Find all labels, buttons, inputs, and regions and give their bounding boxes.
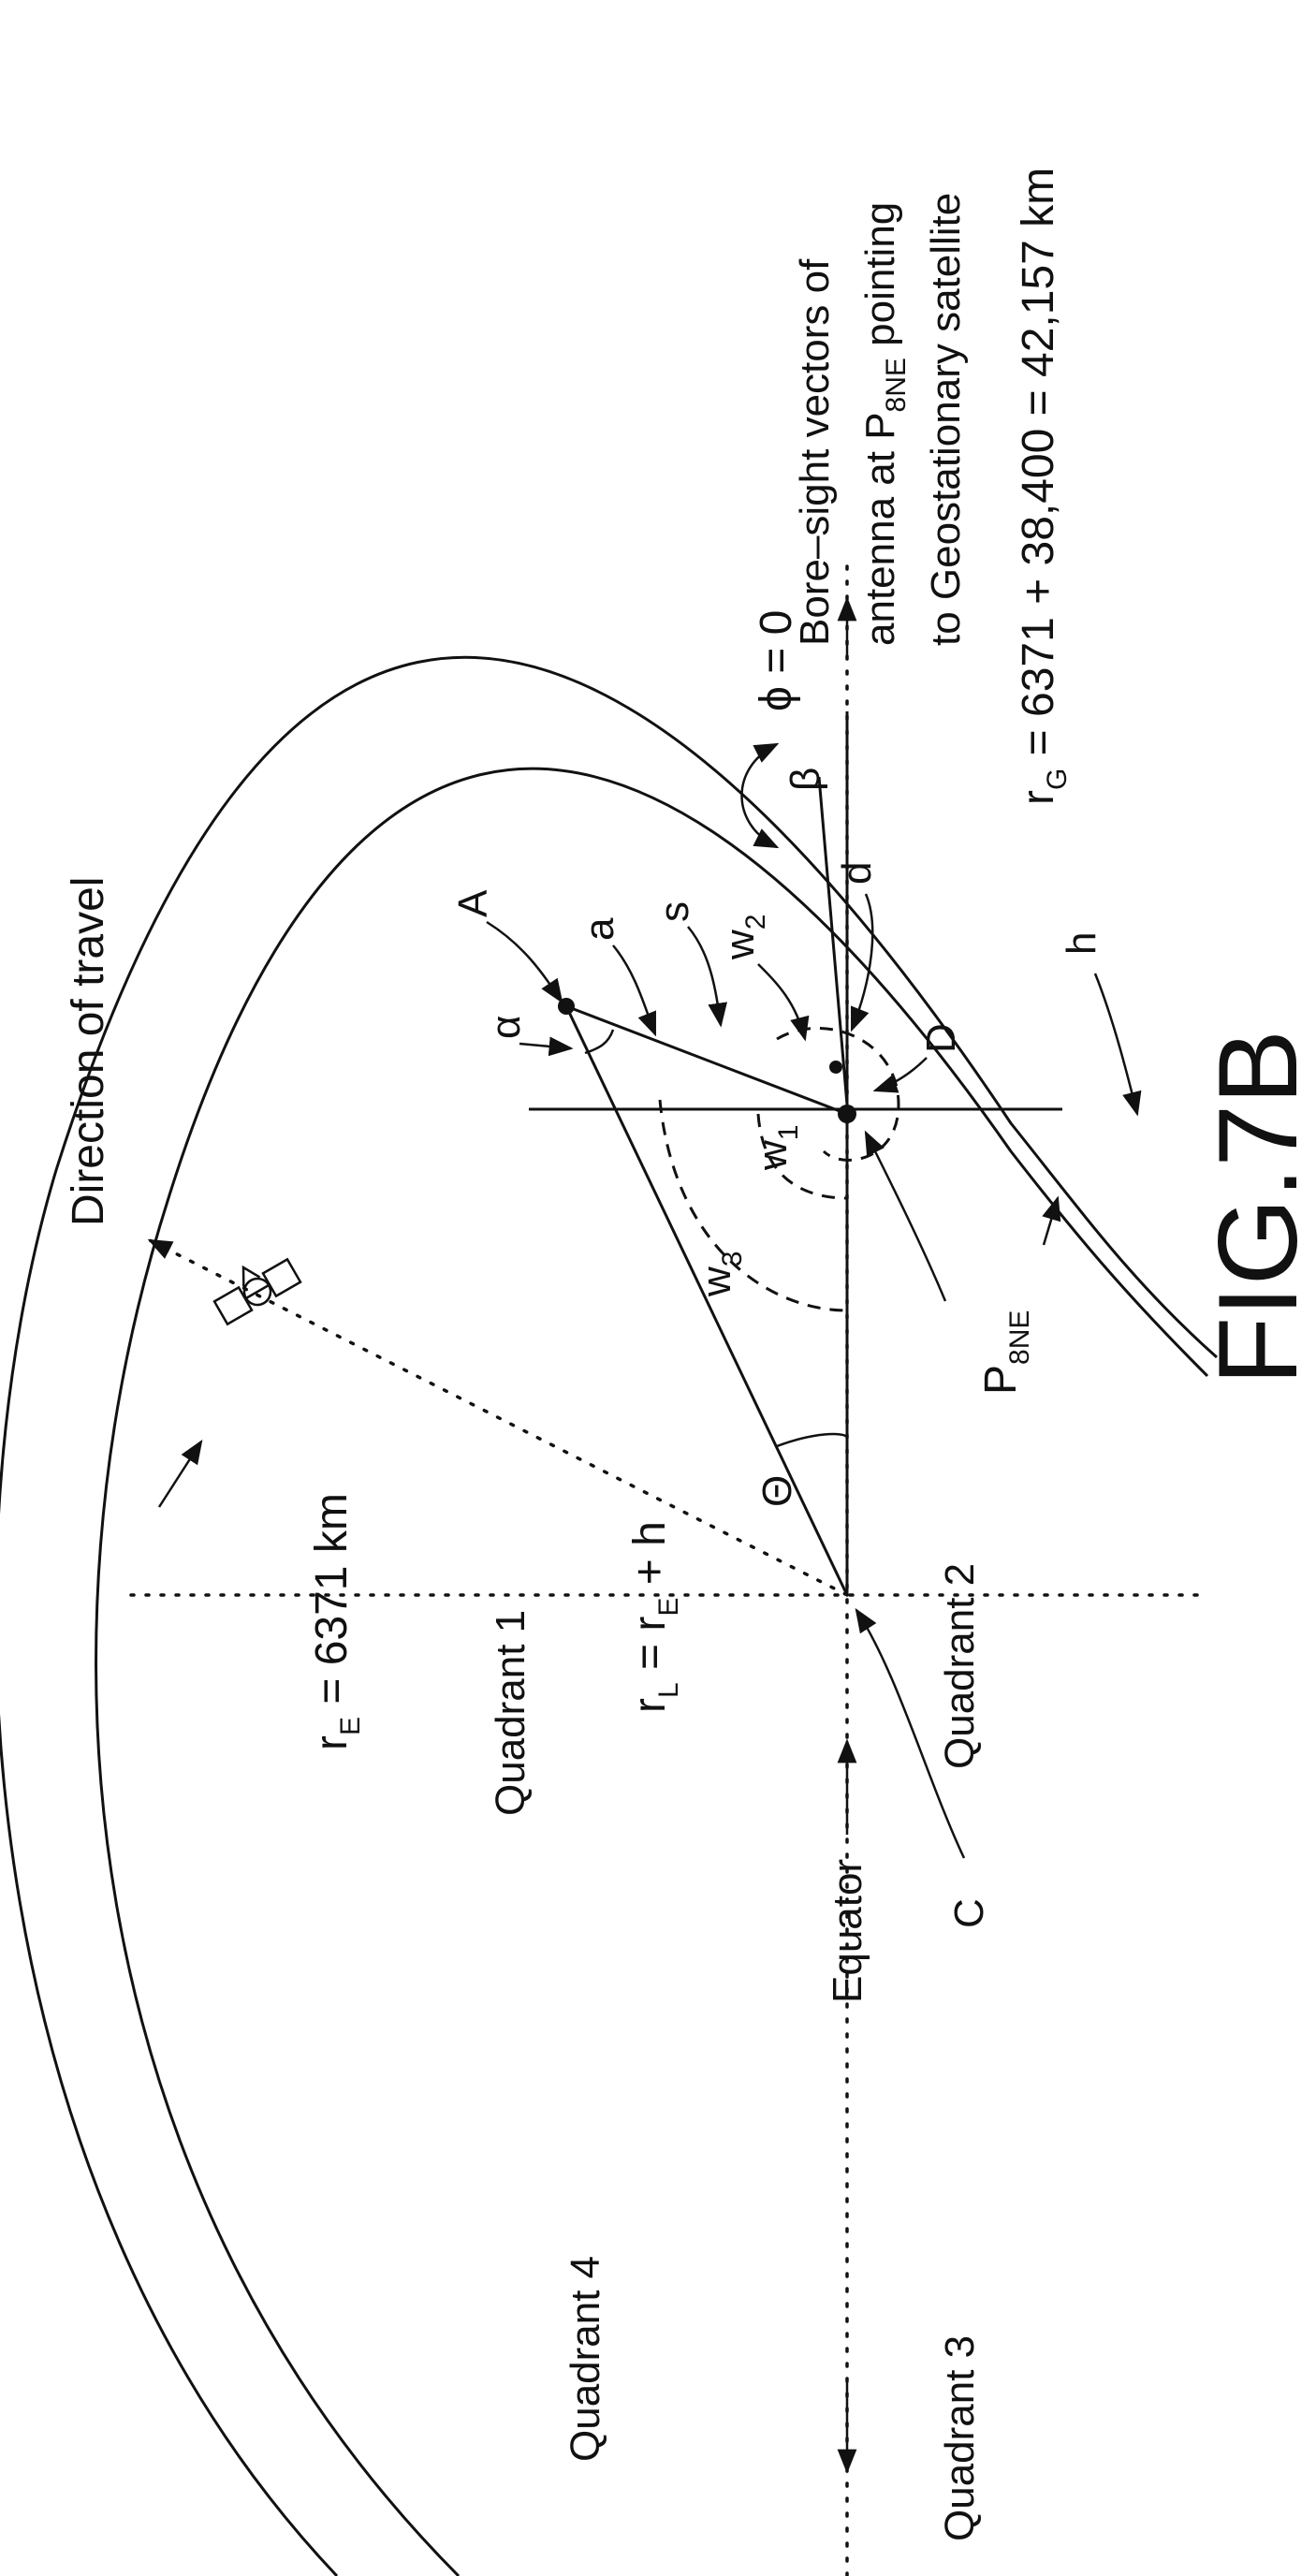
label-alpha: α [483,1016,529,1039]
label-point-a: a [577,917,622,941]
svg-text:rG = 6371 + 38,400 = 42,157 km: rG = 6371 + 38,400 = 42,157 km [1014,168,1073,805]
label-point-c: C [946,1898,992,1928]
radius-rl-line [566,1006,847,1595]
label-rl: rL = rE + h [625,1521,684,1713]
label-quadrant-2: Quadrant 2 [937,1563,983,1769]
leader-alpha [519,1044,571,1048]
leader-D [875,1058,927,1090]
label-point-D: D [918,1023,964,1053]
point-p8ne-marker [838,1105,856,1123]
label-beta: β [782,768,828,791]
label-theta: Θ [754,1475,800,1507]
svg-text:w1: w1 [750,1125,804,1171]
svg-text:rE = 6371 km: rE = 6371 km [307,1493,366,1750]
label-quadrant-4: Quadrant 4 [563,2256,608,2462]
svg-text:rL = rE + h: rL = rE + h [625,1521,684,1713]
w3-dashed-arc [660,1100,847,1310]
label-point-h: h [1059,932,1104,955]
svg-text:w3: w3 [694,1251,748,1297]
label-w1: w1 [750,1125,804,1171]
svg-text:antenna at P8NE pointing: antenna at P8NE pointing [857,202,912,646]
direction-arrow [159,1442,201,1507]
svg-text:w2: w2 [717,915,771,960]
label-rg: rG = 6371 + 38,400 = 42,157 km [1014,168,1073,805]
leader-p8ne [866,1133,945,1301]
leader-h [1095,973,1137,1114]
theta-arc [777,1434,847,1446]
label-p8ne: P8NE [976,1310,1035,1395]
figure-label: FIG.7B [1195,1030,1316,1385]
satellite-icon [207,1247,300,1325]
leader-w2 [758,964,805,1039]
point-d-marker [829,1061,842,1074]
label-quadrant-3: Quadrant 3 [937,2335,983,2541]
label-bore-line-2: antenna at P8NE pointing [857,202,912,646]
label-re: rE = 6371 km [307,1493,366,1750]
label-bore-line-3: to Geostationary satellite [923,193,969,646]
label-direction-of-travel: Direction of travel [64,877,113,1226]
label-point-s: s [651,901,697,922]
leader-a [487,922,562,1002]
label-point-d: d [834,862,880,885]
label-quadrant-1: Quadrant 1 [488,1610,534,1816]
phi-arrow-arc [742,744,778,847]
label-bore-line-1: Bore–sight vectors of [792,258,838,646]
leader-h-lower [1044,1198,1058,1245]
orbit-arc [0,657,1217,2576]
label-point-A: A [450,889,496,917]
label-w2: w2 [717,915,771,960]
leader-s [688,927,721,1025]
leader-small-a [613,945,655,1034]
svg-text:P8NE: P8NE [976,1310,1035,1395]
alpha-arc [585,1030,613,1053]
label-w3: w3 [694,1251,748,1297]
label-equator: Equator [825,1859,870,2003]
beta-line [819,777,847,1105]
